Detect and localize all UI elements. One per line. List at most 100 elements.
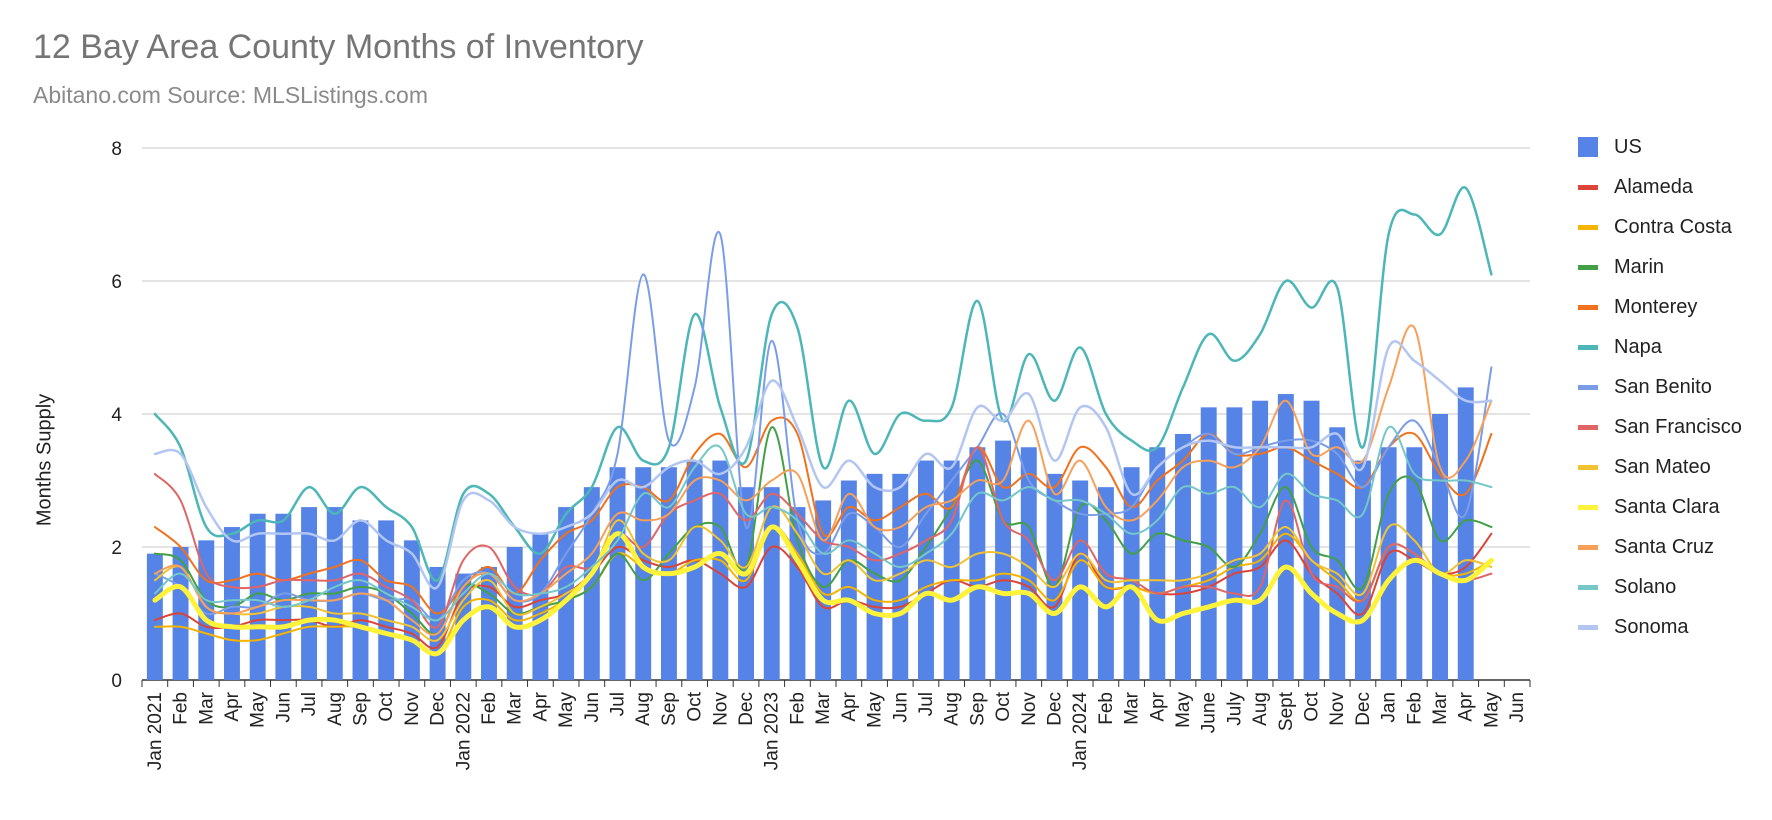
bar-us	[429, 566, 446, 680]
bar-us	[1072, 480, 1089, 680]
x-tick-label: Oct	[993, 691, 1014, 721]
legend-label: Napa	[1614, 336, 1662, 358]
x-tick-label: May	[248, 692, 269, 728]
bar-us	[275, 513, 292, 680]
x-tick-label: Jun	[582, 692, 603, 723]
legend-label: Contra Costa	[1614, 216, 1732, 238]
legend-label: Sonoma	[1614, 616, 1689, 638]
legend-swatch	[1578, 385, 1598, 390]
legend-label: Marin	[1614, 256, 1665, 278]
x-tick-label: Mar	[196, 691, 217, 724]
legend-label: Santa Cruz	[1614, 536, 1715, 558]
x-tick-label: Aug	[1250, 692, 1271, 726]
x-tick-label: Nov	[402, 692, 423, 726]
x-tick-label: Feb	[171, 692, 192, 725]
x-tick-label: Mar	[813, 691, 834, 724]
bar-us	[1303, 400, 1320, 680]
x-tick-label: Apr	[839, 691, 860, 721]
x-tick-label: Sep	[967, 692, 988, 726]
legend-label: San Mateo	[1614, 456, 1711, 478]
legend-swatch	[1578, 465, 1598, 470]
x-tick-label: June	[1199, 692, 1220, 733]
bar-us	[712, 460, 729, 680]
line-solano	[153, 425, 1493, 622]
line-san-francisco	[153, 446, 1493, 629]
line-santa-clara	[152, 524, 1494, 657]
line-sonoma	[153, 340, 1493, 590]
gridlines	[141, 147, 1531, 687]
y-tick-label: 2	[111, 538, 122, 559]
x-tick-label: Dec	[736, 692, 757, 726]
x-tick-label: Mar	[1122, 691, 1143, 724]
legend-swatch	[1578, 425, 1598, 430]
x-tick-label: Jan 2021	[145, 692, 166, 770]
y-tick-labels: 0 2 4 6 8	[111, 139, 122, 692]
x-tick-label: Jul	[916, 692, 937, 716]
line-napa	[153, 186, 1493, 582]
y-tick-label: 8	[111, 139, 122, 160]
bar-us	[995, 440, 1012, 680]
bar-us	[738, 487, 755, 680]
bar-series-us	[146, 387, 1474, 680]
legend-swatch	[1578, 505, 1598, 510]
x-tick-label: Jan	[1379, 692, 1400, 723]
bar-us	[815, 500, 832, 680]
x-tick-label: May	[865, 692, 886, 728]
legend-swatch	[1578, 585, 1598, 590]
bar-us	[1354, 460, 1371, 680]
x-tick-label: Jun	[890, 692, 911, 723]
bar-us	[146, 553, 163, 680]
x-tick-label: July	[1224, 692, 1245, 726]
x-tick-label: Apr	[1147, 691, 1168, 721]
legend-label: Alameda	[1614, 176, 1693, 198]
bar-us	[1149, 447, 1166, 680]
bar-us	[223, 527, 240, 680]
x-tick-label: Oct	[1302, 691, 1323, 721]
line-san-mateo	[153, 505, 1493, 642]
bar-us	[352, 520, 369, 680]
legend-label: Santa Clara	[1614, 496, 1720, 518]
x-tick-label: Feb	[479, 692, 500, 725]
x-tick-label: Sep	[659, 692, 680, 726]
bar-us	[1457, 387, 1474, 680]
x-tick-label: Mar	[1430, 691, 1451, 724]
bar-us	[917, 460, 934, 680]
legend-swatch	[1578, 225, 1598, 230]
x-tick-label: Dec	[1044, 692, 1065, 726]
x-tick-label: Sept	[1276, 691, 1297, 731]
x-tick-label: Aug	[325, 692, 346, 726]
x-tick-label: Feb	[1404, 692, 1425, 725]
x-tick-label: Apr	[1456, 691, 1477, 721]
legend-swatch	[1578, 265, 1598, 270]
x-tick-label: May	[556, 692, 577, 728]
bar-us	[1200, 407, 1217, 680]
chart-title: 12 Bay Area County Months of Inventory	[33, 28, 644, 66]
line-series	[152, 186, 1494, 657]
legend-label: Solano	[1614, 576, 1677, 598]
bar-us	[686, 460, 703, 680]
x-tick-label: Dec	[1353, 692, 1374, 726]
bar-us	[583, 487, 600, 680]
x-tick-label: Oct	[376, 691, 397, 721]
legend-label: San Francisco	[1614, 416, 1742, 438]
legend-label: US	[1614, 136, 1642, 158]
x-tick-label: Feb	[787, 692, 808, 725]
x-tick-label: Nov	[1327, 692, 1348, 726]
bar-us	[1175, 433, 1191, 680]
legend-swatch	[1578, 305, 1598, 310]
bar-us	[1226, 407, 1243, 680]
x-tick-label: Apr	[530, 691, 551, 721]
bar-us	[1406, 447, 1423, 680]
bar-us	[1277, 394, 1294, 680]
x-tick-label: Jun	[1507, 692, 1528, 723]
legend-swatch	[1578, 345, 1598, 350]
x-tick-label: May	[1173, 692, 1194, 728]
x-tick-label: Aug	[942, 692, 963, 726]
legend-label: San Benito	[1614, 376, 1712, 398]
x-tick-label: Sep	[350, 692, 371, 726]
x-tick-label: Nov	[710, 692, 731, 726]
x-tick-label: May	[1481, 692, 1502, 728]
y-tick-label: 0	[111, 671, 122, 692]
legend-swatch	[1578, 545, 1598, 550]
